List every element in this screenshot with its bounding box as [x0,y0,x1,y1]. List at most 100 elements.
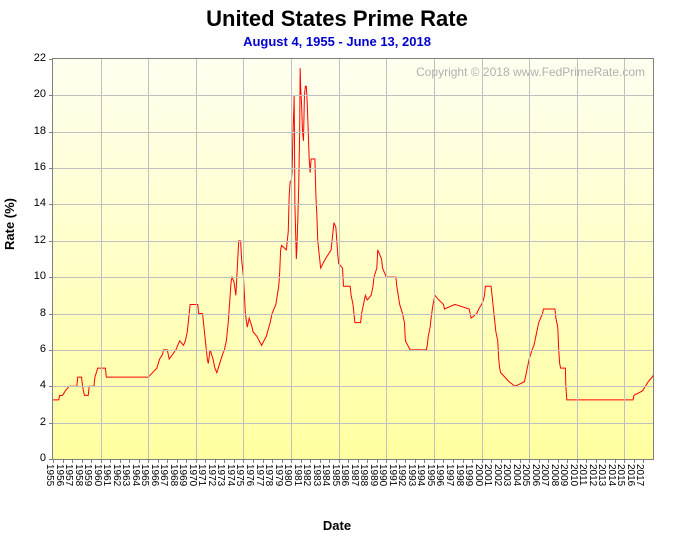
x-tick-mark [405,459,406,463]
x-tick-mark [196,459,197,463]
gridline-v [148,59,149,459]
x-tick-mark [491,459,492,463]
x-tick-mark [539,459,540,463]
x-tick-mark [243,459,244,463]
y-tick-mark [49,277,53,278]
x-tick-mark [282,459,283,463]
gridline-h [53,95,653,96]
x-tick-mark [320,459,321,463]
y-tick-mark [49,204,53,205]
gridline-v [482,59,483,459]
y-tick-mark [49,168,53,169]
x-tick-mark [567,459,568,463]
x-tick-mark [596,459,597,463]
x-tick-mark [253,459,254,463]
x-tick-mark [110,459,111,463]
gridline-v [386,59,387,459]
y-tick-mark [49,386,53,387]
gridline-h [53,241,653,242]
x-tick-mark [482,459,483,463]
gridline-v [196,59,197,459]
x-tick-mark [167,459,168,463]
gridline-v [243,59,244,459]
y-tick-label: 4 [26,379,46,391]
y-tick-label: 16 [26,161,46,173]
x-tick-mark [386,459,387,463]
gridline-h [53,350,653,351]
x-tick-mark [186,459,187,463]
plot-area: Copyright © 2018 www.FedPrimeRate.com [52,58,654,460]
y-tick-mark [49,314,53,315]
gridline-h [53,423,653,424]
x-tick-mark [158,459,159,463]
gridline-h [53,132,653,133]
x-tick-mark [586,459,587,463]
x-tick-mark [82,459,83,463]
gridline-v [577,59,578,459]
y-tick-label: 2 [26,416,46,428]
x-tick-mark [577,459,578,463]
x-tick-mark [367,459,368,463]
y-tick-label: 0 [26,452,46,464]
x-tick-mark [224,459,225,463]
gridline-v [101,59,102,459]
x-axis-label: Date [323,518,351,533]
x-tick-mark [91,459,92,463]
x-tick-mark [139,459,140,463]
x-tick-mark [177,459,178,463]
x-tick-mark [434,459,435,463]
x-tick-mark [615,459,616,463]
chart-title: United States Prime Rate [0,0,674,32]
x-tick-mark [396,459,397,463]
watermark: Copyright © 2018 www.FedPrimeRate.com [416,65,645,79]
chart-subtitle: August 4, 1955 - June 13, 2018 [0,34,674,49]
x-tick-mark [463,459,464,463]
gridline-v [624,59,625,459]
x-tick-mark [72,459,73,463]
y-tick-mark [49,59,53,60]
x-tick-mark [148,459,149,463]
x-tick-mark [415,459,416,463]
x-tick-mark [520,459,521,463]
y-tick-mark [49,132,53,133]
y-tick-mark [49,350,53,351]
gridline-v [529,59,530,459]
x-tick-mark [348,459,349,463]
x-tick-mark [234,459,235,463]
x-tick-mark [358,459,359,463]
y-tick-label: 18 [26,125,46,137]
x-tick-mark [377,459,378,463]
y-tick-label: 12 [26,234,46,246]
x-tick-mark [215,459,216,463]
gridline-h [53,168,653,169]
x-tick-mark [634,459,635,463]
x-tick-mark [205,459,206,463]
plot-wrap: Copyright © 2018 www.FedPrimeRate.com [52,58,652,458]
x-tick-mark [263,459,264,463]
y-tick-mark [49,423,53,424]
y-tick-mark [49,95,53,96]
y-tick-label: 20 [26,88,46,100]
y-tick-label: 14 [26,197,46,209]
chart-container: United States Prime Rate August 4, 1955 … [0,0,674,537]
x-tick-mark [63,459,64,463]
y-tick-label: 8 [26,307,46,319]
x-tick-mark [120,459,121,463]
gridline-h [53,314,653,315]
x-tick-mark [558,459,559,463]
x-tick-mark [101,459,102,463]
data-line [53,59,653,459]
x-tick-mark [53,459,54,463]
gridline-v [291,59,292,459]
x-tick-mark [443,459,444,463]
x-tick-mark [510,459,511,463]
x-tick-mark [548,459,549,463]
y-tick-label: 22 [26,52,46,64]
x-tick-mark [339,459,340,463]
x-tick-mark [529,459,530,463]
x-tick-mark [501,459,502,463]
x-tick-mark [624,459,625,463]
x-tick-mark [643,459,644,463]
x-tick-mark [291,459,292,463]
x-tick-mark [301,459,302,463]
